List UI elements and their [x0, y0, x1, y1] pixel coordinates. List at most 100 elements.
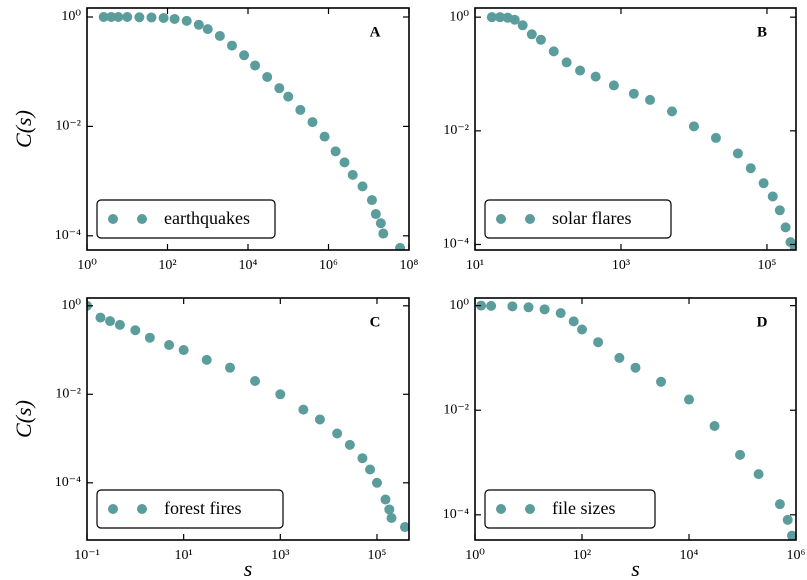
scatter-point — [575, 65, 586, 76]
y-tick-label: 10⁻⁴ — [55, 475, 81, 490]
scatter-point — [782, 514, 793, 525]
y-tick-label: 10⁻⁴ — [55, 228, 81, 243]
scatter-point — [144, 332, 155, 343]
scatter-point — [395, 242, 406, 250]
scatter-point — [169, 13, 180, 24]
scatter-point — [399, 522, 409, 533]
axes-frame — [474, 7, 797, 251]
scatter-point — [225, 362, 236, 373]
scatter-point — [509, 14, 520, 25]
scatter-point — [539, 304, 550, 315]
scatter-point — [568, 316, 579, 327]
scatter-point — [122, 11, 133, 22]
x-tick-label: 10⁸ — [400, 258, 419, 273]
scatter-point — [526, 29, 537, 40]
legend-marker — [496, 214, 506, 224]
scatter-point — [95, 312, 106, 323]
x-tick-label: 10⁻¹ — [74, 548, 100, 563]
scatter-point — [357, 453, 368, 464]
scatter-point — [548, 46, 559, 57]
panel-letter: C — [370, 314, 381, 330]
scatter-point — [178, 345, 189, 356]
scatter-point — [593, 337, 604, 348]
scatter-point — [314, 414, 325, 425]
legend-box — [96, 199, 276, 239]
x-tick-label: 10⁵ — [758, 258, 777, 273]
y-tick-label: 10⁰ — [61, 298, 81, 313]
scatter-point — [344, 439, 355, 450]
legend-marker — [137, 214, 147, 224]
axes-frame — [86, 297, 410, 541]
scatter-point — [666, 106, 677, 117]
legend-marker — [525, 504, 535, 514]
scatter-point — [274, 83, 285, 94]
scatter-point — [758, 178, 769, 189]
x-tick-label: 10¹ — [175, 548, 193, 563]
panel: 10⁰ 10² 10⁴ 10⁶ 10⁰ 10⁻² 10⁻⁴ Ds file sizes — [443, 297, 806, 580]
scatter-point — [371, 477, 382, 488]
scatter-point — [745, 163, 756, 174]
legend-marker — [137, 504, 147, 514]
y-tick-label: 10⁻² — [443, 123, 469, 138]
legend-label: earthquakes — [164, 208, 250, 228]
panel-letter: B — [757, 24, 767, 40]
legend-label: forest fires — [164, 498, 241, 518]
x-tick-label: 10² — [158, 258, 176, 273]
scatter-point — [753, 469, 764, 480]
scatter-point — [709, 420, 720, 431]
legend-marker — [108, 214, 118, 224]
scatter-point — [181, 15, 192, 26]
x-tick-label: 10⁴ — [239, 258, 258, 273]
scatter-point — [226, 40, 237, 51]
x-axis-label: s — [244, 556, 253, 580]
x-tick-label: 10⁰ — [465, 548, 485, 563]
scatter-point — [275, 389, 286, 400]
y-tick-label: 10⁰ — [61, 9, 81, 24]
scatter-point — [239, 50, 250, 61]
scatter-point — [307, 117, 318, 128]
scatter-point — [380, 494, 391, 505]
x-tick-label: 10³ — [271, 548, 289, 563]
legend: solar flares — [484, 199, 672, 239]
scatter-point — [710, 132, 721, 143]
panel: 10⁰ 10² 10⁴ 10⁶ 10⁸ 10⁰ 10⁻² 10⁻⁴ A C(s) earthquak… — [11, 7, 419, 273]
scatter-point — [486, 300, 497, 311]
scatter-point — [614, 352, 625, 363]
scatter-point — [535, 34, 546, 45]
legend-box — [484, 199, 672, 239]
x-tick-label: 10⁶ — [319, 258, 338, 273]
scatter-point — [332, 428, 343, 439]
scatter-point — [370, 209, 381, 220]
scatter-point — [645, 94, 656, 105]
scatter-point — [193, 19, 204, 30]
scatter-point — [555, 308, 566, 319]
axes-frame — [474, 297, 797, 541]
scatter-point — [164, 340, 175, 351]
scatter-point — [688, 121, 699, 132]
scatter-point — [250, 375, 261, 386]
x-tick-label: 10⁶ — [787, 548, 806, 563]
scatter-point — [384, 504, 395, 515]
scatter-point — [523, 302, 534, 313]
scatter-point — [134, 12, 145, 23]
scatter-point — [577, 324, 587, 335]
scatter-point — [130, 325, 141, 336]
scatter-point — [295, 104, 306, 115]
panel-letter: D — [757, 314, 768, 330]
legend-box — [484, 489, 656, 529]
x-axis-label: s — [631, 556, 640, 580]
legend-label: file sizes — [552, 498, 615, 518]
scatter-point — [146, 12, 157, 23]
scatter-point — [494, 12, 505, 23]
scatter-point — [732, 148, 743, 159]
y-tick-label: 10⁻² — [443, 402, 469, 417]
scatter-point — [507, 301, 518, 312]
scatter-point — [656, 376, 667, 387]
scatter-point — [250, 60, 261, 71]
scatter-point — [339, 157, 350, 168]
x-tick-label: 10² — [573, 548, 591, 563]
scatter-point — [476, 300, 487, 311]
y-tick-label: 10⁻² — [55, 387, 81, 402]
